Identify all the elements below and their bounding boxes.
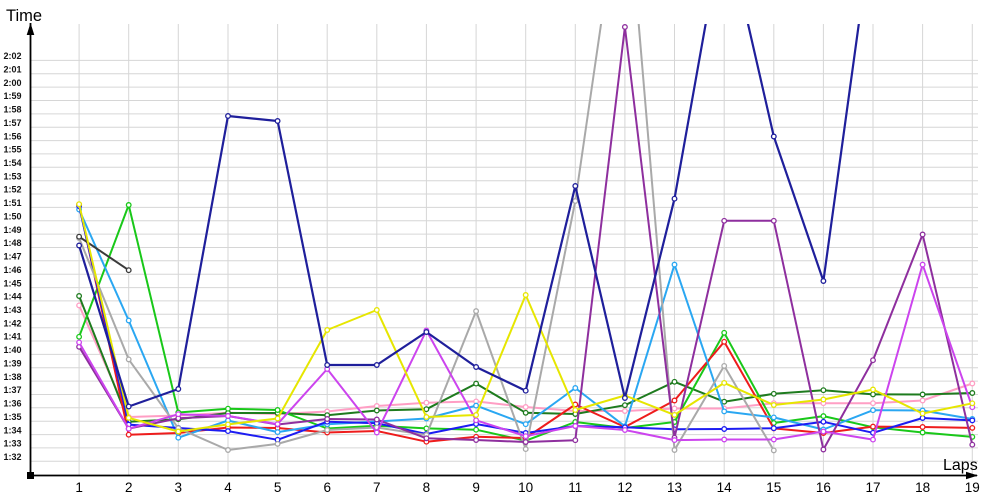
svg-text:1:53: 1:53: [3, 171, 21, 181]
svg-text:7: 7: [373, 480, 381, 495]
svg-text:13: 13: [667, 480, 682, 495]
svg-text:1:34: 1:34: [3, 425, 21, 435]
svg-text:14: 14: [717, 480, 733, 495]
svg-text:11: 11: [568, 480, 582, 495]
svg-text:1:42: 1:42: [3, 318, 21, 328]
svg-text:1:47: 1:47: [3, 252, 21, 262]
svg-text:Laps: Laps: [943, 457, 978, 474]
svg-text:1:33: 1:33: [3, 439, 21, 449]
svg-text:1: 1: [75, 480, 83, 495]
svg-text:1:44: 1:44: [3, 292, 21, 302]
svg-text:2:02: 2:02: [3, 51, 21, 61]
svg-text:12: 12: [617, 480, 632, 495]
svg-text:1:39: 1:39: [3, 358, 21, 368]
svg-text:2:01: 2:01: [3, 65, 21, 75]
svg-text:15: 15: [766, 480, 781, 495]
svg-text:17: 17: [865, 480, 880, 495]
svg-text:1:55: 1:55: [3, 145, 21, 155]
svg-text:1:46: 1:46: [3, 265, 21, 275]
svg-text:5: 5: [274, 480, 282, 495]
svg-text:1:37: 1:37: [3, 385, 21, 395]
svg-text:1:43: 1:43: [3, 305, 21, 315]
svg-text:4: 4: [224, 480, 232, 495]
svg-text:1:41: 1:41: [3, 332, 21, 342]
svg-text:18: 18: [915, 480, 930, 495]
svg-text:1:40: 1:40: [3, 345, 21, 355]
svg-text:1:52: 1:52: [3, 185, 21, 195]
svg-text:19: 19: [965, 480, 980, 495]
svg-text:1:32: 1:32: [3, 452, 21, 462]
svg-text:Time: Time: [6, 7, 42, 25]
svg-text:3: 3: [175, 480, 183, 495]
svg-text:6: 6: [323, 480, 331, 495]
svg-text:1:54: 1:54: [3, 158, 21, 168]
svg-text:16: 16: [816, 480, 831, 495]
svg-text:10: 10: [518, 480, 533, 495]
svg-text:1:48: 1:48: [3, 238, 21, 248]
svg-text:1:36: 1:36: [3, 399, 21, 409]
svg-text:1:56: 1:56: [3, 131, 21, 141]
svg-text:1:51: 1:51: [3, 198, 21, 208]
svg-text:8: 8: [423, 480, 431, 495]
svg-text:1:45: 1:45: [3, 278, 21, 288]
svg-text:2: 2: [125, 480, 133, 495]
svg-text:9: 9: [472, 480, 480, 495]
svg-text:2:00: 2:00: [3, 78, 21, 88]
svg-text:1:57: 1:57: [3, 118, 21, 128]
svg-text:1:59: 1:59: [3, 91, 21, 101]
svg-text:1:50: 1:50: [3, 212, 21, 222]
svg-text:1:58: 1:58: [3, 105, 21, 115]
svg-text:1:38: 1:38: [3, 372, 21, 382]
svg-text:1:49: 1:49: [3, 225, 21, 235]
svg-text:1:35: 1:35: [3, 412, 21, 422]
